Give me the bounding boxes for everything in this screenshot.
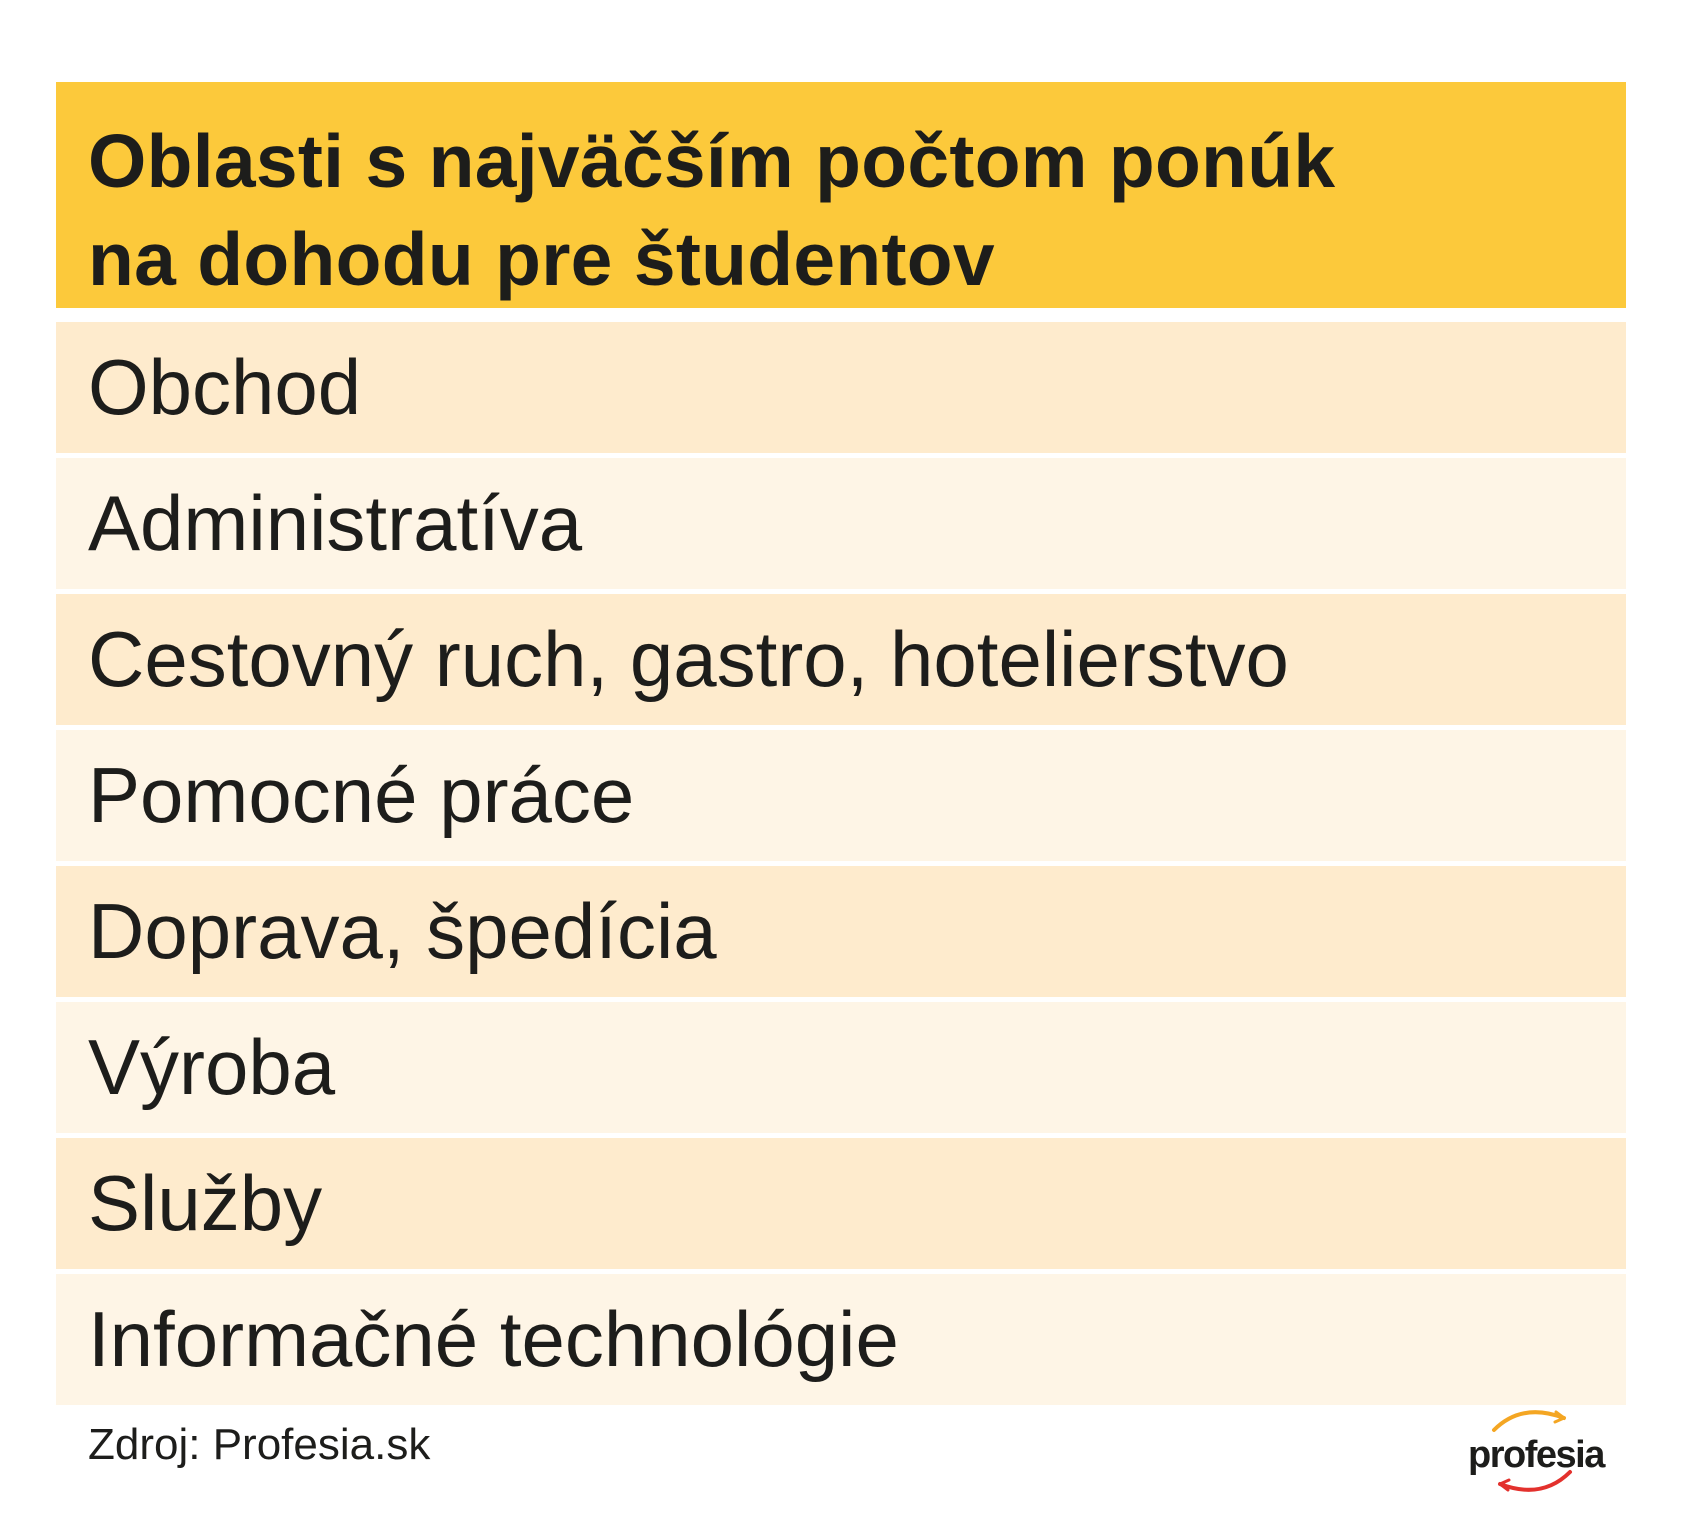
table-row: Výroba (56, 1002, 1626, 1133)
header-title-line-1: Oblasti s najväčším počtom ponúk (88, 119, 1336, 203)
profesia-logo: profesia (1452, 1400, 1612, 1500)
table-row: Informačné technológie (56, 1274, 1626, 1405)
areas-table: Oblasti s najväčším počtom ponúk na doho… (56, 82, 1626, 1405)
table-rows: Obchod Administratíva Cestovný ruch, gas… (56, 322, 1626, 1405)
table-row: Cestovný ruch, gastro, hotelierstvo (56, 594, 1626, 725)
table-row: Pomocné práce (56, 730, 1626, 861)
source-note: Zdroj: Profesia.sk (88, 1420, 431, 1469)
table-row: Administratíva (56, 458, 1626, 589)
table-row: Doprava, špedícia (56, 866, 1626, 997)
table-row: Služby (56, 1138, 1626, 1269)
table-row: Obchod (56, 322, 1626, 453)
header-title-line-2: na dohodu pre študentov (88, 217, 995, 301)
logo-wordmark: profesia (1468, 1434, 1605, 1476)
table-header: Oblasti s najväčším počtom ponúk na doho… (56, 82, 1626, 308)
logo-arcs-icon (1492, 1410, 1572, 1492)
